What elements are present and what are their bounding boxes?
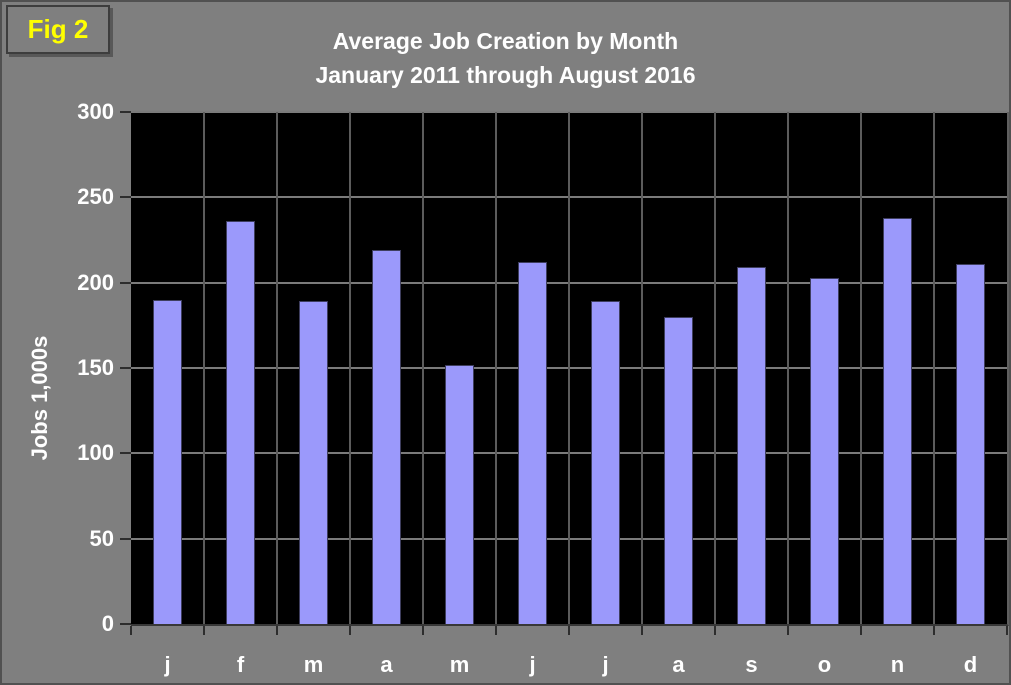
x-axis-tick bbox=[860, 626, 862, 635]
bar bbox=[372, 250, 401, 624]
x-axis-tick bbox=[130, 626, 132, 635]
gridline-vertical bbox=[495, 112, 497, 624]
y-axis-tick bbox=[120, 367, 131, 369]
y-axis-tick-label: 0 bbox=[101, 611, 114, 636]
x-axis-tick bbox=[714, 626, 716, 635]
x-axis-tick-label: m bbox=[303, 652, 324, 677]
x-axis-tick bbox=[641, 626, 643, 635]
x-axis-tick-label: j bbox=[164, 652, 171, 677]
y-axis-tick-label: 50 bbox=[89, 525, 114, 551]
x-axis-tick bbox=[568, 626, 570, 635]
gridline-vertical bbox=[276, 112, 278, 624]
gridline-vertical bbox=[203, 112, 205, 624]
x-axis-tick-label: d bbox=[963, 652, 978, 677]
figure-badge-label: Fig 2 bbox=[27, 14, 89, 44]
gridline-vertical bbox=[568, 112, 570, 624]
y-axis-title: Jobs 1,000s bbox=[27, 335, 52, 461]
x-axis-tick-label: j bbox=[529, 652, 536, 677]
gridline-vertical bbox=[641, 112, 643, 624]
x-axis-tick bbox=[787, 626, 789, 635]
bar bbox=[226, 221, 255, 624]
x-axis-tick bbox=[203, 626, 205, 635]
gridline-vertical bbox=[714, 112, 716, 624]
gridline-vertical bbox=[860, 112, 862, 624]
bar bbox=[153, 300, 182, 624]
figure-badge: Fig 2 bbox=[6, 5, 110, 54]
x-axis-tick-label: f bbox=[236, 652, 245, 677]
gridline-vertical bbox=[933, 112, 935, 624]
chart-title: Average Job Creation by Month January 20… bbox=[2, 24, 1009, 92]
y-axis-tick bbox=[120, 452, 131, 455]
bar bbox=[518, 262, 547, 624]
bar bbox=[664, 317, 693, 624]
y-axis-tick-label: 150 bbox=[77, 355, 114, 380]
y-axis-tick bbox=[120, 623, 131, 625]
x-axis-tick bbox=[349, 626, 351, 635]
x-axis-tick-label: j bbox=[602, 652, 609, 677]
x-axis-tick-label: s bbox=[745, 652, 758, 677]
y-axis-tick bbox=[120, 537, 131, 540]
x-axis-tick bbox=[933, 626, 935, 635]
x-axis-tick bbox=[276, 626, 278, 635]
bar bbox=[956, 264, 985, 624]
gridline-vertical bbox=[422, 112, 424, 624]
y-axis-tick-label: 250 bbox=[77, 184, 114, 210]
y-axis-tick-label: 100 bbox=[77, 440, 114, 466]
x-axis-tick-label: o bbox=[817, 652, 832, 677]
bar bbox=[445, 365, 474, 624]
x-axis-tick-label: a bbox=[672, 652, 685, 677]
bar bbox=[299, 301, 328, 624]
bar bbox=[591, 301, 620, 624]
gridline-vertical bbox=[349, 112, 351, 624]
bar bbox=[810, 278, 839, 624]
plot-area bbox=[131, 111, 1009, 626]
y-axis-tick bbox=[120, 196, 131, 199]
x-axis-tick-label: a bbox=[380, 652, 393, 677]
y-axis-tick-label: 300 bbox=[77, 99, 114, 124]
gridline-vertical bbox=[787, 112, 789, 624]
bar bbox=[737, 267, 766, 624]
x-axis-tick-label: m bbox=[449, 652, 470, 677]
bar bbox=[883, 218, 912, 624]
x-axis-tick bbox=[422, 626, 424, 635]
x-axis-tick bbox=[495, 626, 497, 635]
chart-title-line1: Average Job Creation by Month bbox=[332, 28, 679, 54]
chart-title-line2: January 2011 through August 2016 bbox=[315, 62, 696, 88]
y-axis-tick bbox=[120, 281, 131, 284]
x-axis-tick bbox=[1006, 626, 1008, 635]
y-axis-tick-label: 200 bbox=[77, 269, 114, 295]
x-axis-tick-label: n bbox=[890, 652, 905, 677]
y-axis-tick bbox=[120, 111, 131, 113]
